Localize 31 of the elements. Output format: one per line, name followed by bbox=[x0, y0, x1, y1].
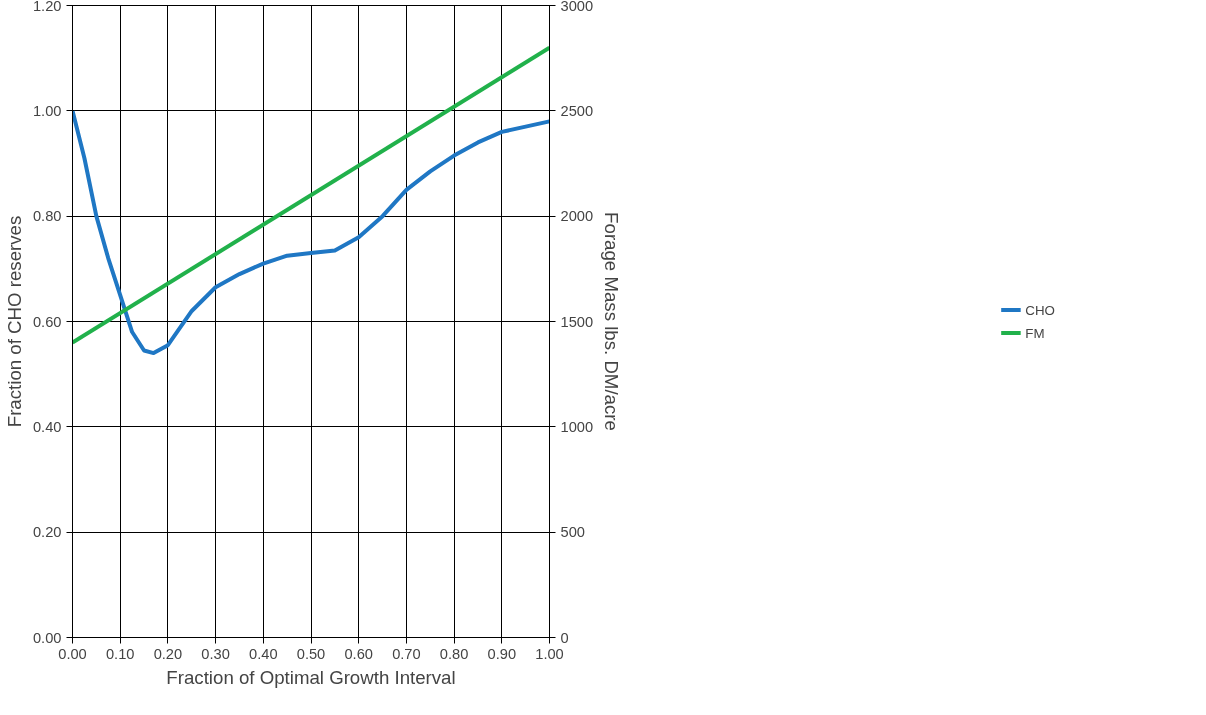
y2-tick-label: 1000 bbox=[560, 418, 594, 435]
x-tick-label: 0.20 bbox=[153, 645, 183, 662]
line-series bbox=[72, 108, 550, 356]
x-tick-label: 0.30 bbox=[201, 645, 230, 662]
legend-label: FM bbox=[1025, 325, 1046, 340]
y2-tick-label: 0 bbox=[560, 629, 569, 646]
y2-tick-label: 3000 bbox=[560, 0, 594, 14]
x-tick-label: 0.10 bbox=[105, 645, 135, 662]
x-tick-label: 0.40 bbox=[249, 645, 278, 662]
y2-tick-label: 2500 bbox=[560, 102, 594, 119]
y-tick-label: 0.40 bbox=[32, 418, 62, 435]
x-tick-label: 0.00 bbox=[58, 645, 87, 662]
x-tick-label: 0.90 bbox=[487, 645, 517, 662]
y-tick-label: 1.20 bbox=[32, 0, 62, 14]
y2-tick-label: 1500 bbox=[560, 313, 594, 330]
x-tick-label: 1.00 bbox=[535, 645, 564, 662]
y-tick-label: 0.60 bbox=[32, 313, 62, 330]
x-tick-label: 0.60 bbox=[344, 645, 373, 662]
y2-axis-title: Forage Mass lbs. DM/acre bbox=[601, 212, 623, 431]
x-tick-label: 0.50 bbox=[296, 645, 326, 662]
y-tick-label: 0.80 bbox=[32, 208, 62, 225]
y-tick-label: 1.00 bbox=[32, 102, 62, 119]
x-axis-title: Fraction of Optimal Growth Interval bbox=[166, 666, 456, 688]
y2-tick-label: 2000 bbox=[560, 208, 594, 225]
y-tick-label: 0.20 bbox=[32, 524, 62, 541]
legend-label: CHO bbox=[1025, 302, 1055, 317]
y2-tick-label: 500 bbox=[560, 524, 585, 541]
y-axis-title: Fraction of CHO reserves bbox=[3, 215, 25, 428]
x-tick-label: 0.80 bbox=[439, 645, 469, 662]
y-tick-label: 0.00 bbox=[32, 629, 62, 646]
x-tick-label: 0.70 bbox=[392, 645, 421, 662]
